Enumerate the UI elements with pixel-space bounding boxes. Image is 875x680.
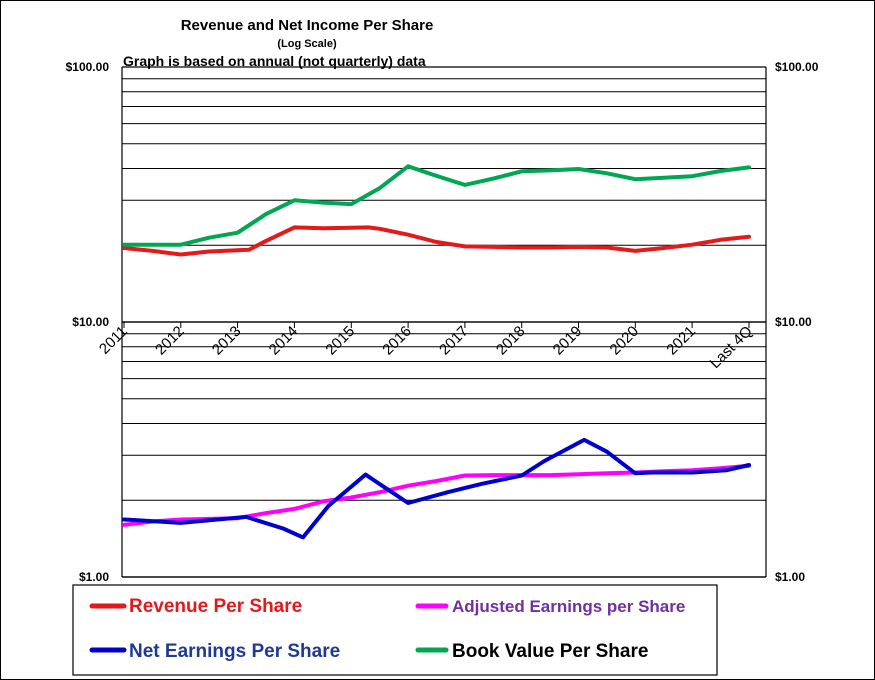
legend-label-revenue: Revenue Per Share — [129, 596, 302, 617]
legend: Revenue Per Share Adjusted Earnings per … — [72, 584, 718, 676]
book-value-per-share-line — [122, 164, 751, 247]
y-tick-label-left: $1.00 — [79, 570, 109, 584]
y-axis-tick-labels: $100.00 $100.00 $10.00 $10.00 $1.00 $1.00 — [66, 60, 819, 584]
y-tick-label-right: $100.00 — [775, 60, 819, 74]
gridlines — [122, 66, 766, 578]
y-tick-label-left: $10.00 — [72, 315, 109, 329]
data-series — [122, 164, 751, 540]
y-tick-label-right: $1.00 — [775, 570, 805, 584]
chart-subtitle: (Log Scale) — [277, 38, 337, 50]
legend-box — [72, 584, 718, 676]
legend-label-book-value: Book Value Per Share — [452, 641, 648, 662]
y-tick-label-left: $100.00 — [66, 60, 110, 74]
chart-title: Revenue and Net Income Per Share — [181, 17, 434, 34]
y-tick-label-right: $10.00 — [775, 315, 812, 329]
revenue-per-share-line — [122, 225, 751, 257]
legend-label-adjusted-eps: Adjusted Earnings per Share — [452, 597, 685, 616]
legend-label-net-eps: Net Earnings Per Share — [129, 641, 340, 662]
net-eps-line — [122, 437, 751, 540]
chart-note: Graph is based on annual (not quarterly)… — [123, 53, 426, 69]
plot-frame — [121, 67, 767, 578]
